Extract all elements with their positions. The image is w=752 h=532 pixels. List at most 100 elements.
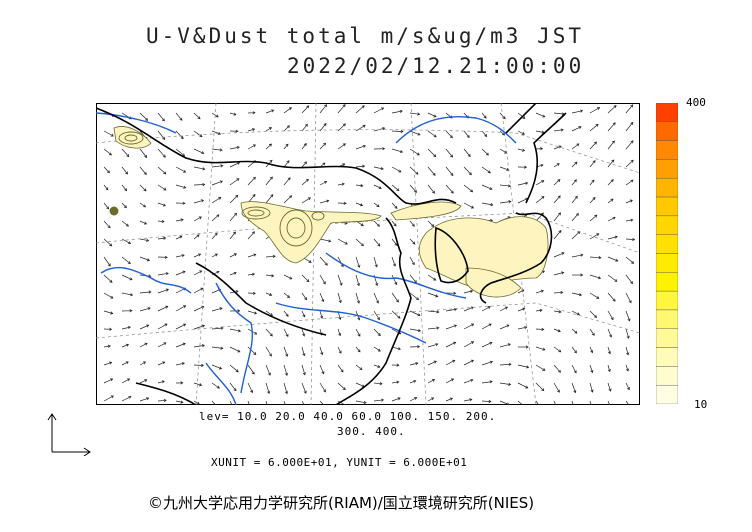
wind-vector (589, 310, 597, 318)
wind-vector-head (108, 152, 112, 156)
wind-vector-head (580, 273, 584, 277)
wind-vector-head (542, 347, 546, 351)
wind-vector-head (143, 221, 148, 225)
wind-vector (481, 184, 493, 190)
wind-vector-head (417, 345, 421, 349)
wind-vector-head (107, 170, 110, 174)
wind-vector (499, 184, 511, 187)
wind-vector-head (598, 256, 602, 260)
wind-vector (373, 346, 381, 352)
wind-vector-head (490, 203, 494, 207)
wind-vector (373, 238, 381, 247)
wind-vector-head (397, 397, 401, 401)
wind-vector-head (449, 397, 453, 401)
wind-vector (571, 231, 581, 240)
wind-vector-head (398, 169, 402, 173)
wind-vector-head (235, 369, 239, 373)
wind-vector (625, 159, 634, 168)
wind-vector (409, 130, 421, 136)
wind-vector (571, 143, 580, 150)
wind-vector-head (200, 199, 205, 203)
wind-vector (445, 324, 457, 330)
wind-vector-head (573, 390, 577, 394)
wind-vector (193, 364, 204, 366)
wind-vector-head (417, 112, 421, 116)
wind-vector (607, 216, 616, 222)
wind-vector (193, 325, 205, 330)
wind-vector-head (449, 135, 453, 139)
wind-vector (463, 184, 473, 193)
wind-vector (283, 143, 289, 150)
wind-vector (319, 256, 328, 266)
wind-vector (481, 306, 491, 312)
wind-vector (625, 310, 630, 322)
wind-vector (481, 166, 491, 174)
wind-vector (229, 400, 233, 405)
wind-vector (391, 346, 401, 350)
wind-vector-head (110, 395, 114, 399)
wind-vector-head (573, 350, 577, 354)
wind-vector (355, 165, 365, 168)
wind-vector (427, 184, 435, 194)
wind-vector-head (396, 363, 400, 367)
wind-vector (553, 145, 562, 150)
wind-vector (229, 112, 236, 116)
wind-vector (571, 179, 577, 186)
wind-vector (193, 184, 205, 186)
wind-vector (391, 220, 397, 227)
wind-vector (589, 197, 596, 204)
wind-vector-head (182, 270, 186, 274)
wind-vector (571, 196, 578, 204)
wind-vector-head (105, 187, 109, 191)
wind-vector (625, 104, 634, 114)
wind-vector-head (127, 325, 131, 330)
wind-vector-head (129, 309, 133, 313)
wind-vector (283, 177, 291, 186)
wind-vector (607, 364, 611, 372)
wind-vector-head (626, 335, 630, 339)
wind-vector (481, 381, 493, 384)
wind-vector (103, 184, 109, 191)
wind-vector (103, 148, 112, 156)
wind-vector (535, 290, 544, 294)
wind-vector (175, 254, 185, 258)
wind-vector (391, 166, 402, 173)
wind-vector (265, 382, 270, 394)
wind-vector (355, 125, 366, 132)
wind-vector-head (357, 317, 361, 321)
wind-vector (193, 270, 202, 276)
wind-vector (607, 400, 611, 405)
wind-vector (139, 397, 149, 402)
wind-vector (589, 382, 593, 393)
wind-vector-head (200, 287, 204, 291)
wind-vector (463, 130, 470, 138)
wind-vector (607, 256, 618, 262)
wind-vector-head (142, 361, 147, 365)
wind-vector (337, 292, 342, 303)
wind-vector (175, 184, 186, 189)
wind-vector (517, 400, 524, 405)
wind-vector-head (508, 382, 512, 386)
wind-vector (589, 214, 598, 222)
wind-vector (553, 400, 556, 405)
wind-vector (193, 148, 204, 154)
wind-vector-head (233, 271, 237, 275)
wind-vector-head (611, 140, 615, 144)
wind-vector (571, 126, 582, 132)
wind-vector (607, 310, 614, 320)
wind-vector (571, 382, 576, 393)
wind-vector (607, 292, 616, 302)
wind-vector (589, 400, 592, 405)
wind-vector-head (541, 388, 545, 392)
wind-vector-head (541, 196, 545, 200)
wind-vector-head (487, 306, 491, 309)
wind-vector-head (219, 180, 223, 184)
wind-vector-head (161, 380, 165, 384)
wind-vector-head (467, 154, 471, 158)
wind-vector-head (375, 282, 379, 287)
wind-vector-head (573, 370, 577, 374)
wind-vector-head (180, 218, 184, 222)
wind-vector-head (485, 152, 489, 156)
wind-vector (103, 395, 114, 402)
wind-vector (553, 179, 561, 186)
